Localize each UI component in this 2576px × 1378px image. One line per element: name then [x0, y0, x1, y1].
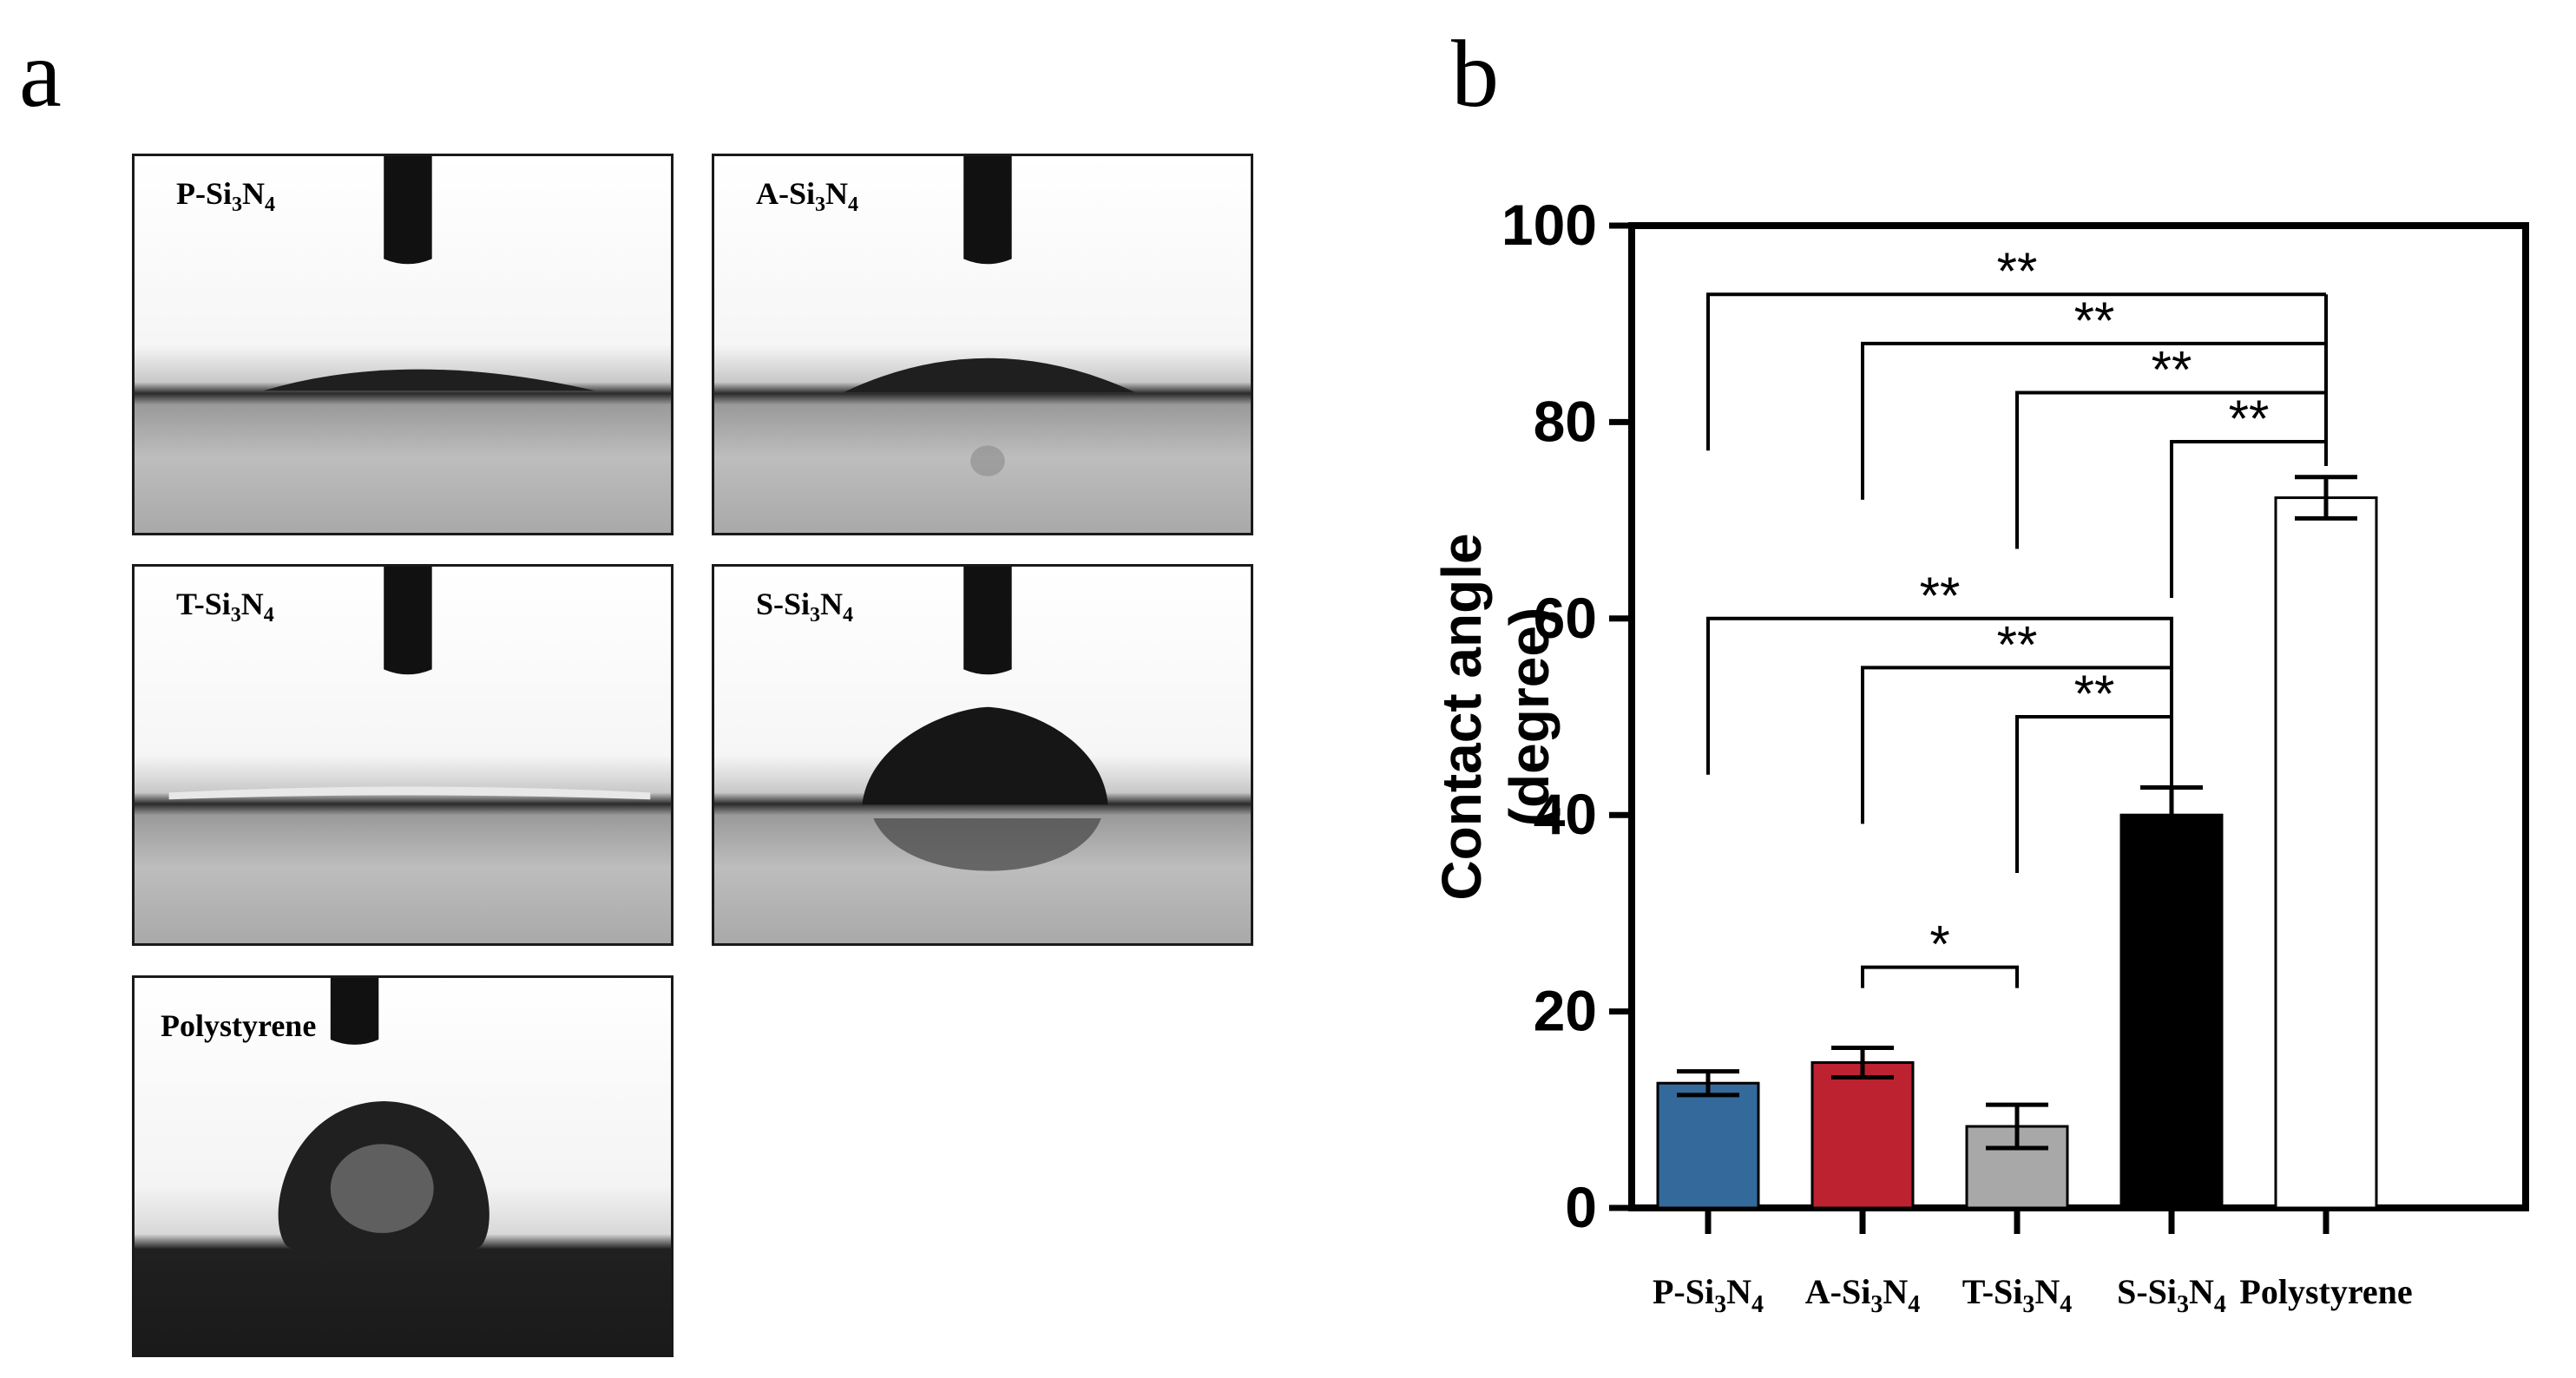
significance-line — [1861, 965, 2019, 988]
needle-icon — [963, 567, 1012, 675]
significance-label: ** — [2074, 292, 2115, 350]
significance-bracket: * — [1861, 915, 2019, 988]
plot-frame — [1628, 222, 2529, 1211]
droplet-image-a — [714, 156, 1251, 533]
droplet-icon — [862, 706, 1108, 805]
photo-t-si3n4: T-Si3N4 — [132, 564, 674, 946]
x-category-label: Polystyrene — [2239, 1272, 2412, 1311]
x-category-label: A-Si3N4 — [1805, 1272, 1920, 1318]
photo-label: S-Si3N4 — [756, 587, 854, 627]
significance-line — [1706, 292, 2326, 451]
significance-label: * — [1929, 915, 1949, 974]
significance-label: ** — [1920, 567, 1961, 625]
photo-label: P-Si3N4 — [176, 176, 276, 217]
photo-label: Polystyrene — [161, 1008, 317, 1043]
y-tick-label: 100 — [1502, 193, 1597, 257]
droplet-image-p — [135, 156, 671, 533]
significance-line — [2015, 390, 2326, 549]
needle-icon — [330, 978, 379, 1045]
significance-bracket: ** — [2015, 340, 2326, 549]
y-tick-label: 0 — [1565, 1175, 1597, 1239]
y-tick-label: 20 — [1534, 979, 1597, 1043]
bar-4 — [2274, 496, 2378, 1210]
significance-label: ** — [2152, 340, 2192, 398]
significance-label: ** — [2074, 665, 2115, 723]
x-category-label: P-Si3N4 — [1653, 1272, 1764, 1318]
y-axis-label-line1: Contact angle — [1430, 533, 1493, 900]
photo-s-si3n4: S-Si3N4 — [712, 564, 1253, 946]
significance-line — [1861, 341, 2326, 500]
droplet-icon — [843, 358, 1136, 393]
droplet-image-ps — [135, 978, 671, 1355]
significance-label: ** — [1997, 615, 2038, 673]
photo-polystyrene: Polystyrene — [132, 975, 674, 1357]
significance-bracket: ** — [1706, 242, 2326, 451]
y-tick-label: 80 — [1534, 389, 1597, 453]
bar-0 — [1656, 1081, 1760, 1210]
photo-label: T-Si3N4 — [176, 587, 274, 627]
needle-icon — [963, 156, 1012, 265]
bar-3 — [2119, 813, 2224, 1210]
significance-label: ** — [1997, 242, 2038, 300]
panel-a-letter: a — [19, 21, 62, 127]
needle-icon — [384, 567, 432, 675]
photo-label: A-Si3N4 — [756, 176, 859, 217]
droplet-highlight-icon — [330, 1144, 434, 1233]
y-tick-label: 40 — [1534, 782, 1597, 846]
bar-1 — [1810, 1060, 1915, 1210]
y-tick-label: 60 — [1534, 586, 1597, 650]
photo-a-si3n4: A-Si3N4 — [712, 154, 1253, 535]
droplet-image-s — [714, 567, 1251, 943]
droplet-reflection-icon — [873, 817, 1101, 871]
significance-label: ** — [2229, 390, 2270, 448]
droplet-image-t — [135, 567, 671, 943]
x-category-label: S-Si3N4 — [2117, 1272, 2226, 1318]
contact-angle-bar-chart: 0 20 40 60 80 100 Contact angle(degree) P-Si3N4… — [1430, 193, 2529, 1318]
x-category-label: T-Si3N4 — [1962, 1272, 2073, 1318]
significance-bracket: ** — [1861, 292, 2326, 500]
y-axis-label-line2: (degree) — [1498, 607, 1561, 827]
droplet-icon — [168, 786, 651, 800]
panel-b-letter: b — [1451, 21, 1499, 127]
needle-icon — [384, 156, 432, 265]
droplet-reflection-icon — [970, 445, 1005, 476]
droplet-icon — [263, 369, 595, 391]
y-axis-label: Contact angle(degree) — [1430, 533, 1561, 900]
photo-p-si3n4: P-Si3N4 — [132, 154, 674, 535]
